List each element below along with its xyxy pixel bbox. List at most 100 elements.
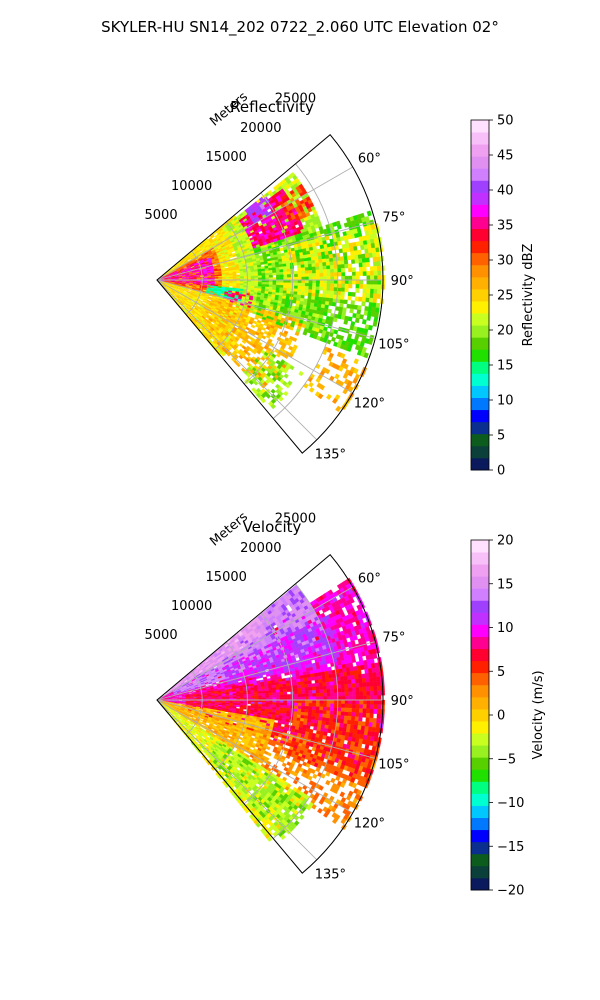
- radar-cell: [279, 274, 284, 278]
- radar-cell: [329, 261, 334, 266]
- radar-cell: [295, 252, 300, 257]
- radar-cell: [362, 292, 367, 298]
- radar-cell: [362, 271, 367, 276]
- colorbar-swatch: [471, 385, 489, 398]
- radar-cell: [341, 275, 346, 281]
- radar-cell: [377, 284, 382, 290]
- radar-cell: [377, 270, 382, 276]
- radar-cell: [356, 309, 362, 315]
- radar-cell: [272, 287, 277, 291]
- radar-cell: [315, 283, 320, 287]
- radar-cell: [343, 319, 349, 325]
- radar-cell: [301, 310, 306, 315]
- radar-cell: [357, 305, 362, 311]
- radar-cell: [303, 254, 308, 259]
- radar-cell: [261, 282, 266, 285]
- radar-cell: [369, 288, 374, 294]
- radar-cell: [359, 271, 364, 276]
- radar-cell: [297, 282, 302, 287]
- colorbar-tick-label: 30: [497, 254, 514, 269]
- radar-cell: [304, 292, 309, 297]
- radar-cell: [286, 268, 291, 272]
- colorbar-swatch: [471, 325, 489, 338]
- radar-cell: [292, 299, 297, 304]
- radar-cell: [353, 358, 359, 365]
- radar-cell: [330, 268, 335, 273]
- radar-cell: [346, 255, 352, 261]
- radar-cell: [339, 302, 344, 308]
- radar-cell: [357, 249, 362, 255]
- radar-cell: [236, 276, 241, 279]
- radar-cell: [319, 272, 324, 277]
- radar-cell: [371, 247, 376, 253]
- radar-cell: [270, 388, 276, 395]
- radar-cell: [286, 274, 291, 278]
- radar-cell: [307, 263, 313, 268]
- radar-cell: [330, 272, 335, 277]
- radar-cell: [300, 288, 306, 293]
- radar-cell: [307, 260, 312, 265]
- radar-cell: [312, 283, 317, 287]
- radar-cell: [361, 257, 367, 263]
- radar-cell: [364, 253, 370, 259]
- radar-cell: [276, 282, 281, 286]
- radar-cell: [365, 257, 370, 263]
- radar-cell: [275, 284, 280, 288]
- radar-cell: [300, 681, 305, 686]
- radar-cell: [297, 279, 302, 284]
- colorbar-swatch: [471, 192, 489, 205]
- radar-cell: [329, 265, 334, 270]
- radar-cell: [225, 275, 230, 278]
- radar-cell: [296, 258, 301, 263]
- radar-cell: [351, 271, 356, 277]
- radar-cell: [268, 270, 273, 274]
- radar-cell: [308, 273, 313, 277]
- radar-cell: [340, 287, 346, 292]
- radar-cell: [329, 257, 334, 263]
- radar-cell: [279, 284, 284, 289]
- radar-cell: [358, 656, 364, 662]
- radar-cell: [196, 278, 201, 280]
- radar-cell: [373, 275, 378, 281]
- radar-cell: [342, 247, 347, 253]
- radar-cell: [373, 279, 378, 285]
- radar-cell: [355, 271, 360, 276]
- radar-cell: [370, 279, 375, 285]
- radar-cell: [314, 679, 319, 684]
- radar-cell: [275, 287, 280, 291]
- colorbar-swatch: [471, 276, 489, 290]
- radar-cell: [323, 279, 328, 284]
- radar-cell: [308, 312, 313, 317]
- radar-cell: [319, 279, 324, 284]
- radar-cell: [357, 254, 363, 259]
- radar-cell: [326, 286, 331, 292]
- radar-cell: [279, 271, 284, 276]
- radar-cell: [368, 324, 373, 331]
- radar-cell: [377, 279, 382, 285]
- radar-cell: [325, 678, 330, 683]
- radar-cell: [296, 681, 301, 686]
- radar-cell: [337, 279, 342, 285]
- colorbar-swatch: [471, 204, 489, 217]
- radar-cell: [283, 271, 288, 275]
- range-tick-label: 25000: [275, 92, 316, 107]
- colorbar-swatch: [471, 168, 489, 181]
- radar-cell: [272, 269, 277, 273]
- radar-cell: [319, 269, 324, 274]
- radar-cell: [293, 682, 298, 686]
- radar-cell: [239, 274, 244, 277]
- colorbar-tick-label: 45: [497, 149, 514, 164]
- radar-cell: [364, 673, 370, 679]
- radar-cell: [351, 267, 356, 272]
- radar-cell: [286, 271, 291, 275]
- radar-cell: [303, 677, 308, 682]
- colorbar-swatch: [471, 361, 489, 374]
- radar-cell: [348, 279, 353, 285]
- radar-cell: [268, 687, 273, 691]
- radar-cell: [326, 272, 331, 277]
- radar-cell: [329, 290, 334, 295]
- radar-cell: [297, 267, 302, 272]
- colorbar-tick-label: 0: [497, 464, 505, 479]
- radar-cell: [369, 233, 374, 240]
- colorbar-swatch: [471, 216, 489, 230]
